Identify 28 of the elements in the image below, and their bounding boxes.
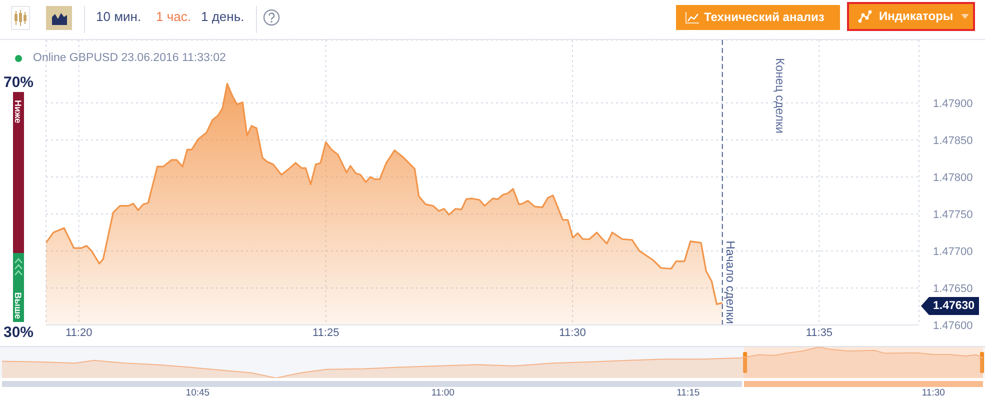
data-label: 70%: [3, 74, 34, 91]
series-label: Ниже: [13, 100, 24, 124]
y-tick-label: 1.47600: [933, 320, 973, 332]
y-tick-label: 1.47850: [933, 134, 973, 147]
text: 1 день.: [201, 9, 244, 24]
text: 10 мин.: [96, 9, 142, 24]
x-tick-label: 11:20: [66, 326, 92, 339]
text: 1 час.: [156, 9, 191, 24]
button: Технический анализ: [676, 5, 840, 30]
x-tick-label: 11:25: [312, 326, 340, 339]
y-tick-label: 1.47750: [933, 208, 973, 221]
x-tick-label: 11:35: [806, 326, 833, 339]
y-tick-label: 1.47800: [933, 172, 973, 184]
x-tick-label: 11:30: [559, 326, 586, 339]
button: Индикаторы: [847, 2, 975, 31]
y-tick-label: 1.47900: [933, 98, 973, 110]
y-tick-label: 1.47650: [933, 282, 973, 295]
ref-line-label: Начало сделки: [723, 240, 738, 324]
data-label: 30%: [3, 324, 34, 341]
series-label: Выше: [13, 292, 24, 319]
x-tick-label: 10:45: [186, 388, 210, 399]
price-tag: 1.47630: [921, 297, 979, 315]
annotation: Конец сделки: [773, 58, 787, 134]
x-tick-label: 11:00: [431, 388, 454, 399]
x-tick-label: 11:15: [676, 388, 700, 399]
x-tick-label: 11:30: [922, 388, 945, 399]
text: Online GBPUSD 23.06.2016 11:33:02: [33, 52, 226, 64]
y-tick-label: 1.47700: [933, 246, 973, 258]
